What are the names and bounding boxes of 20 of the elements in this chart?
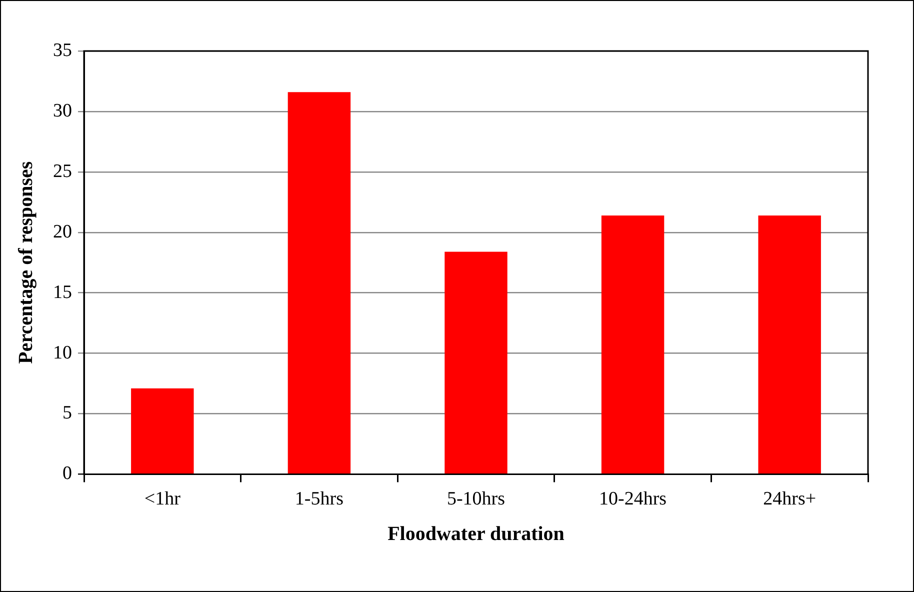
x-tick-label: <1hr [144, 488, 182, 510]
y-tick-label: 10 [53, 342, 72, 364]
y-tick-label: 20 [53, 221, 72, 242]
x-tick-label: 1-5hrs [294, 488, 344, 510]
bar [444, 252, 508, 474]
y-tick-label: 5 [62, 402, 72, 424]
y-axis-title: Percentage of responses [15, 161, 38, 364]
y-tick-label: 30 [53, 100, 72, 122]
y-tick-label: 35 [53, 40, 72, 61]
x-tick-label: 5-10hrs [446, 488, 506, 510]
y-tick-label: 0 [62, 463, 72, 484]
bar [131, 388, 194, 474]
x-tick-label: 10-24hrs [599, 488, 667, 510]
bar [758, 215, 821, 474]
x-tick-label: 24hrs+ [763, 488, 816, 510]
y-tick-label: 15 [53, 282, 72, 303]
y-tick-label: 25 [53, 160, 72, 182]
bar [601, 215, 664, 474]
bar [288, 92, 351, 474]
x-axis-title: Floodwater duration [388, 523, 564, 546]
